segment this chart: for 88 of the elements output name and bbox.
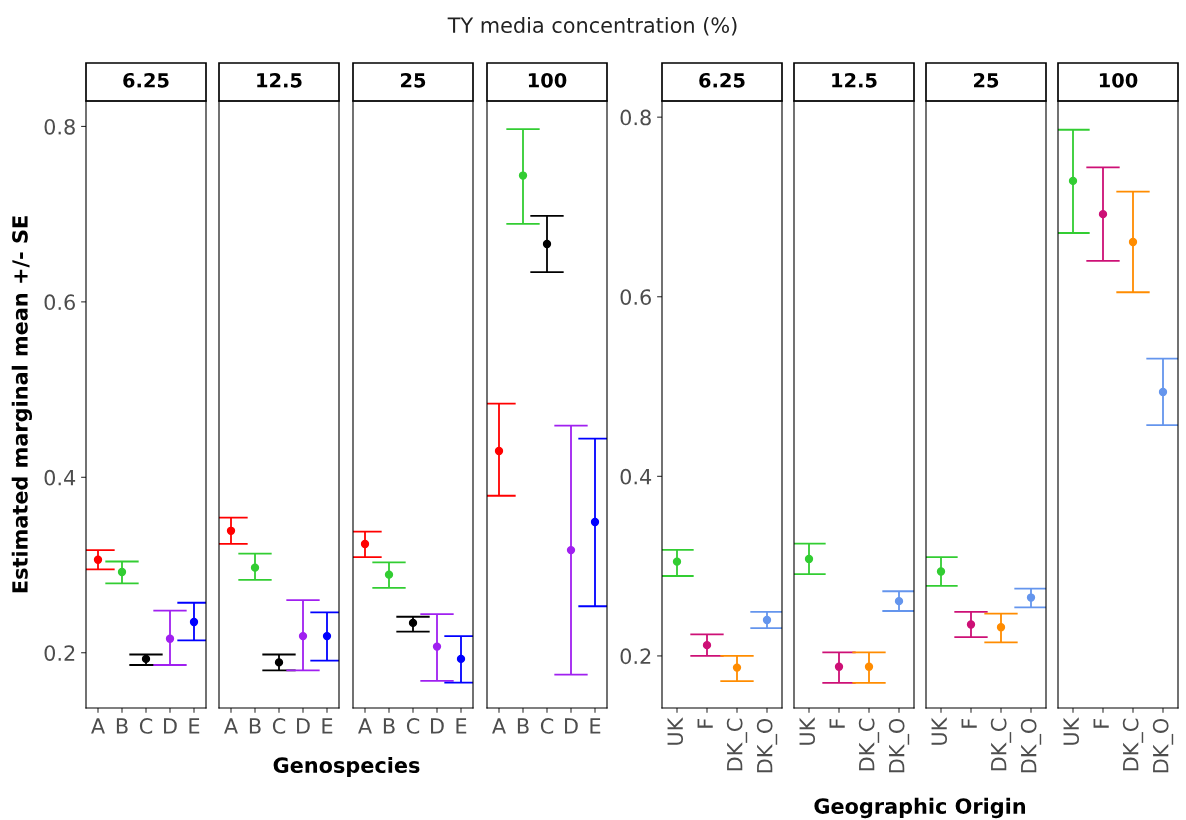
point <box>1098 209 1108 219</box>
y-tick-label: 0.2 <box>620 648 651 665</box>
x-tick-label: B <box>383 718 395 734</box>
x-axis-title: Genospecies <box>273 756 420 778</box>
x-tick-label: DK_C <box>858 718 880 771</box>
chart-subtitle: 100 <box>528 72 567 88</box>
x-tick-label: DK_O <box>1152 718 1174 773</box>
y-axis-title: Estimated marginal mean +/- SE <box>11 216 33 593</box>
y-tick-label: 0.2 <box>44 645 75 661</box>
chart-subtitle: 12.5 <box>257 72 302 88</box>
x-tick-label: UK <box>667 717 684 745</box>
point <box>672 557 682 566</box>
point <box>117 567 127 577</box>
x-tick-label: B <box>116 718 128 734</box>
point <box>1158 387 1168 397</box>
y-tick-label: 0.4 <box>44 469 76 486</box>
x-tick-label: C <box>540 718 554 734</box>
x-tick-label: A <box>492 718 506 734</box>
chart-subtitle: 12.5 <box>832 72 877 88</box>
x-tick-label: F <box>829 718 845 728</box>
point <box>494 446 504 456</box>
y-tick-label: 0.8 <box>620 109 651 126</box>
x-tick-label: E <box>322 718 333 734</box>
x-tick-label: D <box>565 718 578 734</box>
y-tick-label: 0.6 <box>44 294 75 311</box>
point <box>360 539 370 549</box>
x-tick-label: F <box>697 718 713 728</box>
point <box>189 617 199 627</box>
x-tick-label: A <box>91 718 105 734</box>
x-tick-label: DK_C <box>726 718 748 771</box>
x-tick-label: E <box>590 718 601 734</box>
x-tick-label: C <box>139 718 153 734</box>
point <box>1128 237 1138 247</box>
x-tick-label: C <box>272 718 286 734</box>
point <box>996 623 1006 632</box>
point <box>542 239 552 249</box>
point <box>274 658 284 667</box>
x-tick-label: DK_O <box>1020 718 1042 773</box>
point <box>93 555 103 564</box>
point <box>966 620 976 629</box>
x-tick-label: D <box>297 718 310 734</box>
point <box>408 618 418 628</box>
point <box>384 570 394 579</box>
x-tick-label: A <box>224 718 238 734</box>
chart-subtitle: 100 <box>1099 72 1138 88</box>
x-tick-label: F <box>961 718 977 728</box>
x-tick-label: E <box>189 718 200 734</box>
x-tick-label: D <box>431 718 444 734</box>
point <box>936 567 946 576</box>
chart-subtitle: 6.25 <box>699 72 745 88</box>
point <box>456 654 466 664</box>
x-tick-label: B <box>249 718 261 734</box>
point <box>1026 593 1036 602</box>
point <box>250 563 260 572</box>
x-tick-label: A <box>358 718 372 734</box>
point <box>590 517 600 527</box>
point <box>518 171 528 180</box>
x-axis-title: Geographic Origin <box>814 797 1026 819</box>
point <box>141 654 151 664</box>
point <box>226 526 236 535</box>
chart-subtitle: 25 <box>401 72 426 88</box>
point <box>732 663 742 672</box>
x-tick-label: E <box>456 718 467 734</box>
x-tick-label: F <box>1093 718 1109 728</box>
point <box>1068 176 1078 186</box>
x-tick-label: UK <box>931 717 948 745</box>
point <box>298 631 308 641</box>
x-tick-label: C <box>406 718 420 734</box>
x-tick-label: UK <box>799 717 816 745</box>
chart-subtitle: 25 <box>974 72 999 88</box>
chart-subtitle: 6.25 <box>123 72 169 88</box>
y-tick-label: 0.8 <box>44 118 75 135</box>
y-tick-label: 0.4 <box>620 468 652 485</box>
point <box>432 642 442 651</box>
point <box>165 634 175 643</box>
x-tick-label: DK_O <box>888 718 910 773</box>
x-tick-label: UK <box>1063 717 1080 745</box>
point <box>566 545 576 555</box>
x-tick-label: DK_C <box>1122 718 1144 771</box>
point <box>322 631 332 641</box>
y-tick-label: 0.6 <box>620 289 651 305</box>
x-tick-label: DK_O <box>756 718 778 773</box>
chart-title: TY media concentration (%) <box>447 16 737 36</box>
x-tick-label: D <box>164 718 177 734</box>
x-tick-label: B <box>517 718 529 734</box>
point <box>762 615 772 625</box>
x-tick-label: DK_C <box>990 718 1012 771</box>
point <box>702 640 712 650</box>
